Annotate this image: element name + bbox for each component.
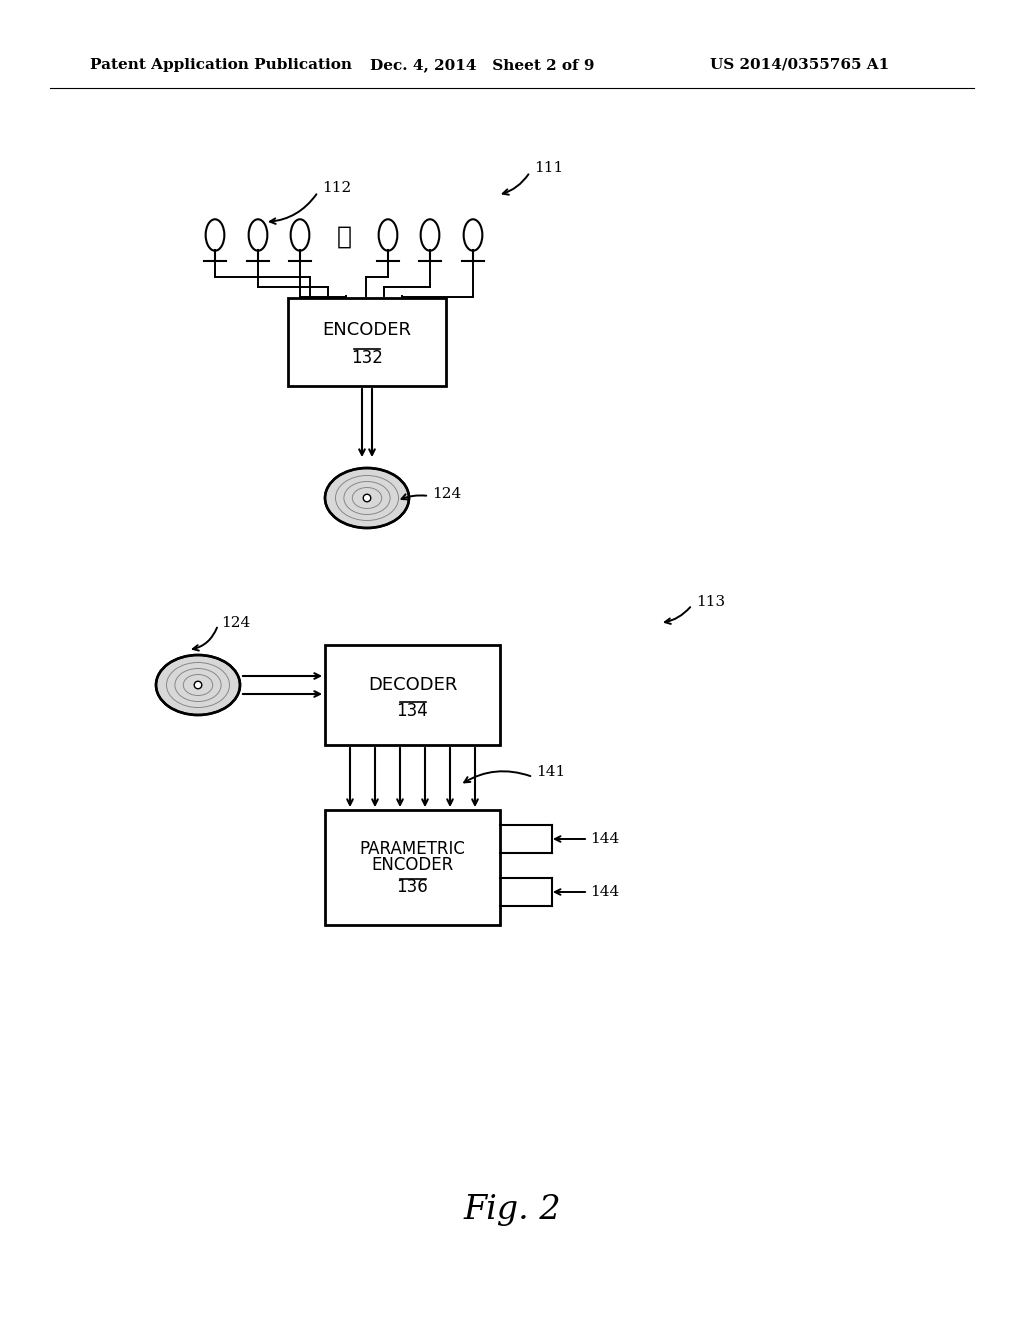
Text: 124: 124 [432, 487, 461, 502]
Text: 134: 134 [396, 702, 428, 719]
Text: Fig. 2: Fig. 2 [463, 1195, 561, 1226]
Text: US 2014/0355765 A1: US 2014/0355765 A1 [710, 58, 889, 73]
Text: 144: 144 [590, 832, 620, 846]
Text: 132: 132 [351, 348, 383, 367]
Text: Patent Application Publication: Patent Application Publication [90, 58, 352, 73]
Text: DECODER: DECODER [368, 676, 457, 694]
Text: 124: 124 [221, 616, 250, 630]
Bar [325, 810, 500, 925]
Text: ENCODER: ENCODER [372, 857, 454, 874]
Text: 112: 112 [322, 181, 351, 195]
Text: ⋯: ⋯ [337, 226, 351, 248]
Bar [325, 645, 500, 744]
Text: 111: 111 [534, 161, 563, 176]
Text: PARAMETRIC: PARAMETRIC [359, 841, 466, 858]
Text: Dec. 4, 2014   Sheet 2 of 9: Dec. 4, 2014 Sheet 2 of 9 [370, 58, 595, 73]
Bar [288, 298, 446, 385]
Ellipse shape [156, 655, 240, 715]
Text: ENCODER: ENCODER [323, 321, 412, 339]
Text: 144: 144 [590, 884, 620, 899]
Text: 141: 141 [536, 766, 565, 779]
Text: 136: 136 [396, 879, 428, 896]
Ellipse shape [195, 681, 202, 689]
Text: 113: 113 [696, 595, 725, 609]
Ellipse shape [364, 494, 371, 502]
Ellipse shape [325, 469, 409, 528]
